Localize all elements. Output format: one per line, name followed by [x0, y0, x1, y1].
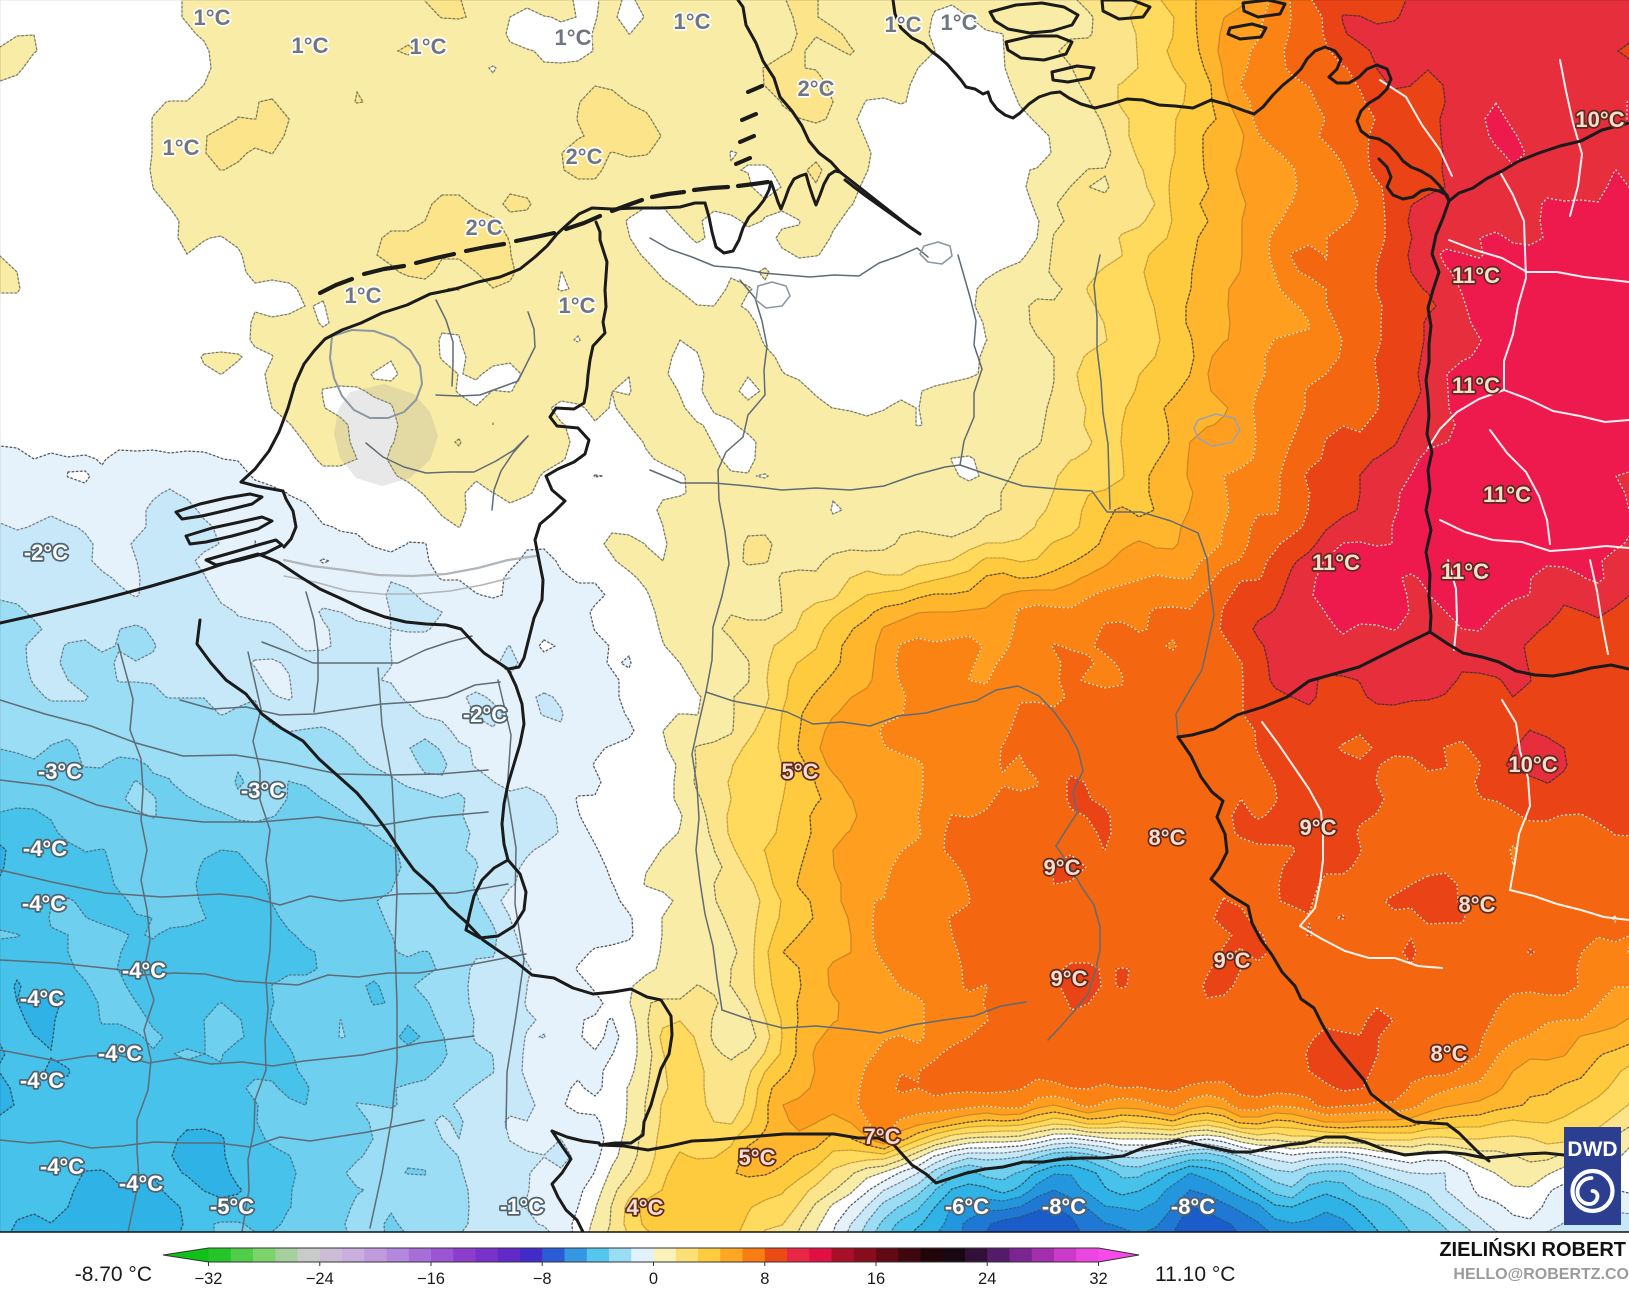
svg-text:-3°C: -3°C	[241, 778, 285, 803]
svg-text:11°C: 11°C	[1452, 263, 1500, 288]
svg-text:11°C: 11°C	[1441, 559, 1489, 584]
svg-text:-4°C: -4°C	[98, 1041, 142, 1066]
svg-text:1°C: 1°C	[194, 5, 231, 30]
svg-text:2°C: 2°C	[798, 76, 835, 101]
svg-text:-5°C: -5°C	[210, 1194, 254, 1219]
svg-text:32: 32	[1089, 1270, 1107, 1287]
svg-text:-2°C: -2°C	[463, 702, 507, 727]
svg-text:-4°C: -4°C	[20, 1068, 64, 1093]
svg-text:-4°C: -4°C	[23, 836, 67, 861]
svg-text:1°C: 1°C	[555, 25, 592, 50]
svg-text:9°C: 9°C	[1214, 948, 1251, 973]
svg-text:1°C: 1°C	[163, 135, 200, 160]
svg-text:ZIELIŃSKI ROBERT: ZIELIŃSKI ROBERT	[1439, 1238, 1626, 1261]
svg-text:-4°C: -4°C	[122, 958, 166, 983]
svg-text:8°C: 8°C	[1459, 892, 1496, 917]
svg-text:-2°C: -2°C	[24, 540, 68, 565]
svg-text:1°C: 1°C	[559, 293, 596, 318]
svg-text:-8.70 °C: -8.70 °C	[75, 1263, 152, 1286]
svg-text:-4°C: -4°C	[119, 1171, 163, 1196]
svg-text:-4°C: -4°C	[22, 891, 66, 916]
svg-text:9°C: 9°C	[1300, 815, 1337, 840]
svg-text:16: 16	[867, 1270, 885, 1287]
svg-text:10°C: 10°C	[1575, 107, 1624, 132]
svg-text:10°C: 10°C	[1508, 752, 1557, 777]
svg-text:5°C: 5°C	[782, 759, 819, 784]
svg-text:8°C: 8°C	[1431, 1041, 1468, 1066]
svg-text:1°C: 1°C	[292, 33, 329, 58]
svg-text:DWD: DWD	[1567, 1138, 1617, 1161]
svg-text:9°C: 9°C	[1044, 855, 1081, 880]
svg-text:11.10 °C: 11.10 °C	[1155, 1263, 1235, 1286]
svg-text:-1°C: -1°C	[500, 1194, 544, 1219]
svg-text:HELLO@ROBERTZ.CO: HELLO@ROBERTZ.CO	[1453, 1266, 1629, 1283]
svg-text:1°C: 1°C	[345, 283, 382, 308]
svg-text:24: 24	[978, 1270, 996, 1287]
svg-text:−24: −24	[306, 1270, 334, 1287]
svg-text:−8: −8	[533, 1270, 552, 1287]
svg-text:-4°C: -4°C	[20, 986, 64, 1011]
svg-text:8°C: 8°C	[1149, 825, 1186, 850]
svg-text:11°C: 11°C	[1483, 482, 1531, 507]
svg-text:−16: −16	[417, 1270, 445, 1287]
svg-text:1°C: 1°C	[674, 9, 711, 34]
svg-text:5°C: 5°C	[739, 1145, 776, 1170]
svg-text:1°C: 1°C	[941, 10, 978, 35]
svg-text:9°C: 9°C	[1051, 966, 1088, 991]
svg-text:11°C: 11°C	[1452, 373, 1500, 398]
svg-text:−32: −32	[195, 1270, 223, 1287]
svg-text:4°C: 4°C	[627, 1195, 664, 1220]
svg-text:7°C: 7°C	[864, 1124, 901, 1149]
svg-text:8: 8	[760, 1270, 769, 1287]
svg-text:1°C: 1°C	[885, 12, 922, 37]
svg-text:-8°C: -8°C	[1042, 1194, 1086, 1219]
svg-text:0: 0	[649, 1270, 658, 1287]
svg-text:2°C: 2°C	[466, 215, 503, 240]
svg-text:-3°C: -3°C	[38, 759, 82, 784]
svg-text:-8°C: -8°C	[1171, 1194, 1215, 1219]
svg-text:-6°C: -6°C	[945, 1194, 989, 1219]
svg-text:-4°C: -4°C	[40, 1154, 84, 1179]
svg-text:1°C: 1°C	[410, 34, 447, 59]
svg-text:2°C: 2°C	[566, 144, 603, 169]
svg-text:11°C: 11°C	[1312, 550, 1360, 575]
